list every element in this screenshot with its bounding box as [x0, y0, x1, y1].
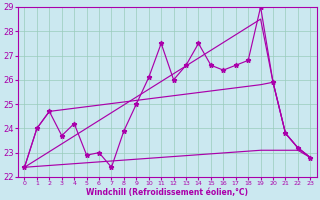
X-axis label: Windchill (Refroidissement éolien,°C): Windchill (Refroidissement éolien,°C) — [86, 188, 248, 197]
